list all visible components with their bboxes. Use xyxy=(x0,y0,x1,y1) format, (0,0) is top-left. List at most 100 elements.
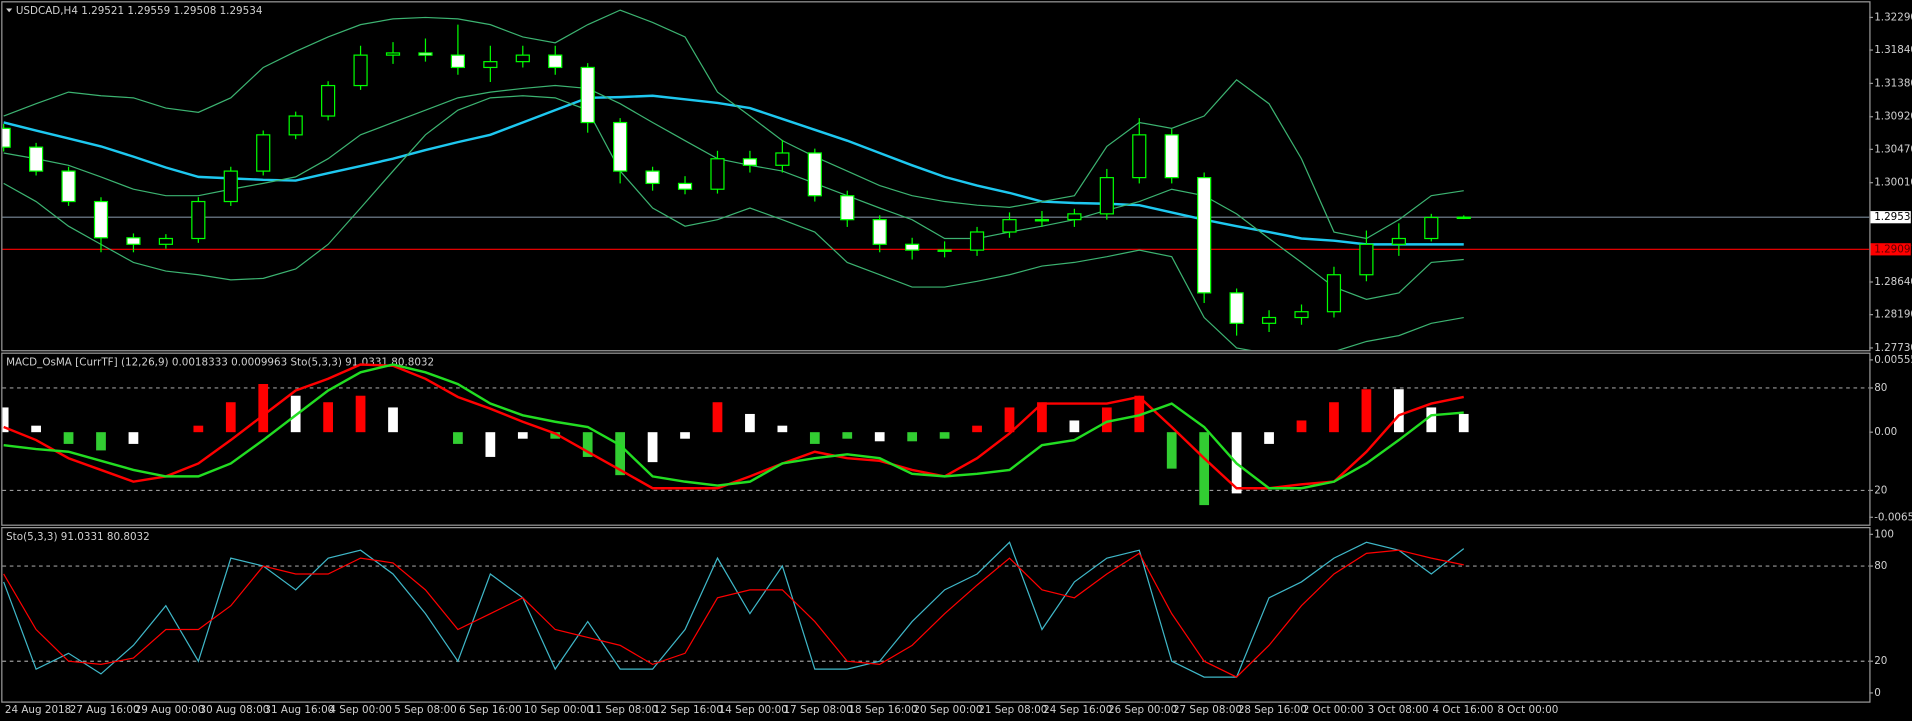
y-tick-label: 0.005552 xyxy=(1874,354,1912,366)
x-tick-label: 6 Sep 16:00 xyxy=(459,704,522,716)
candle-body xyxy=(548,54,563,69)
histogram-bar xyxy=(972,425,982,433)
candle-body xyxy=(1164,134,1179,179)
candle-body xyxy=(580,66,595,124)
x-tick-label: 18 Sep 16:00 xyxy=(848,704,917,716)
candle-body xyxy=(158,237,173,245)
candle-body xyxy=(515,54,530,63)
histogram-bar xyxy=(1296,420,1307,433)
candle-body xyxy=(126,237,141,245)
current-price-label-box xyxy=(1870,211,1911,224)
histogram-bar xyxy=(225,402,236,433)
y-tick-label: 1.31840 xyxy=(1874,44,1912,56)
histogram-bar xyxy=(1264,432,1274,444)
y-tick-label: 1.30470 xyxy=(1874,143,1912,155)
macd-plot xyxy=(2,363,1870,506)
histogram-bar xyxy=(193,425,204,433)
x-tick-label: 5 Sep 08:00 xyxy=(394,704,457,716)
x-tick-label: 4 Oct 16:00 xyxy=(1433,704,1494,716)
y-tick-label: 80 xyxy=(1874,560,1887,572)
candle-body xyxy=(288,115,303,136)
indicator-line xyxy=(3,95,1464,351)
candle-body xyxy=(1326,274,1342,313)
current-price-label: 1.29534 xyxy=(1874,211,1912,223)
x-tick-label: 12 Sep 16:00 xyxy=(654,704,723,716)
candle-body xyxy=(613,121,628,172)
y-tick-label: 1.30920 xyxy=(1874,111,1912,123)
macd-panel-frame xyxy=(1,352,1871,526)
candle-body xyxy=(321,84,336,117)
histogram-bar xyxy=(1329,402,1339,433)
candle-body xyxy=(2,127,11,148)
candle-body xyxy=(807,152,822,197)
candle-body xyxy=(191,200,206,240)
price-plot xyxy=(2,9,1870,351)
y-tick-label: -0.006534 xyxy=(1874,511,1912,523)
histogram-bar xyxy=(355,395,366,433)
x-tick-label: 24 Sep 16:00 xyxy=(1043,704,1112,716)
histogram-bar xyxy=(582,432,593,457)
indicator-line xyxy=(3,363,1464,490)
x-tick-label: 24 Aug 2018 xyxy=(5,704,71,716)
candle-body xyxy=(223,170,238,203)
x-tick-label: 14 Sep 00:00 xyxy=(719,704,788,716)
candle-body xyxy=(1424,216,1439,240)
x-tick-label: 20 Sep 00:00 xyxy=(913,704,982,716)
candle-body xyxy=(840,195,855,221)
candle-body xyxy=(645,170,660,185)
candle-body xyxy=(1132,134,1147,179)
x-tick-label: 17 Sep 08:00 xyxy=(784,704,853,716)
stoch-panel-frame xyxy=(1,527,1871,703)
macd-title: MACD_OsMA [CurrTF] (12,26,9) 0.0018333 0… xyxy=(6,356,434,368)
x-tick-label: 21 Sep 08:00 xyxy=(978,704,1047,716)
candle-body xyxy=(1034,219,1050,222)
histogram-bar xyxy=(453,432,463,444)
histogram-bar xyxy=(63,432,74,444)
candle-body xyxy=(1197,177,1212,294)
histogram-bar xyxy=(842,432,853,439)
alert-line-label-box xyxy=(1870,243,1911,256)
candle-body xyxy=(1359,243,1374,276)
candle-body xyxy=(256,134,271,172)
indicator-line xyxy=(3,94,1464,246)
candle-body xyxy=(1456,216,1471,220)
histogram-bar xyxy=(809,432,820,444)
x-tick-label: 26 Sep 00:00 xyxy=(1108,704,1177,716)
x-tick-label: 27 Sep 08:00 xyxy=(1173,704,1242,716)
y-tick-label: 80 xyxy=(1874,382,1887,394)
x-tick-label: 3 Oct 08:00 xyxy=(1368,704,1429,716)
y-tick-label: 1.30010 xyxy=(1874,177,1912,189)
histogram-bar xyxy=(1393,389,1404,433)
candle-body xyxy=(1294,311,1309,319)
histogram-bar xyxy=(939,432,950,439)
indicator-line xyxy=(3,84,1464,301)
histogram-bar xyxy=(1037,402,1047,433)
y-tick-label: 20 xyxy=(1874,484,1887,496)
candle-body xyxy=(450,54,466,69)
histogram-bar xyxy=(128,432,139,444)
candle-body xyxy=(1002,219,1017,233)
candle-body xyxy=(937,249,952,252)
x-tick-label: 11 Sep 08:00 xyxy=(589,704,658,716)
histogram-bar xyxy=(1069,420,1080,433)
candle-body xyxy=(775,152,790,166)
y-tick-label: 1.28190 xyxy=(1874,309,1912,321)
histogram-bar xyxy=(745,413,755,433)
y-tick-label: 1.28640 xyxy=(1874,276,1912,288)
histogram-bar xyxy=(550,432,561,439)
alert-line-label: 1.29091 xyxy=(1874,243,1912,255)
y-tick-label: 0 xyxy=(1874,687,1881,699)
histogram-bar xyxy=(1426,407,1437,433)
x-tick-label: 2 Oct 00:00 xyxy=(1303,704,1364,716)
price-panel-frame xyxy=(1,1,1871,352)
histogram-bar xyxy=(388,407,398,433)
candle-body xyxy=(969,231,985,251)
histogram-bar xyxy=(1166,432,1177,469)
symbol-menu-arrow[interactable] xyxy=(6,8,13,13)
candle-body xyxy=(872,219,887,245)
candle-body xyxy=(483,61,498,69)
histogram-bar xyxy=(680,432,690,439)
